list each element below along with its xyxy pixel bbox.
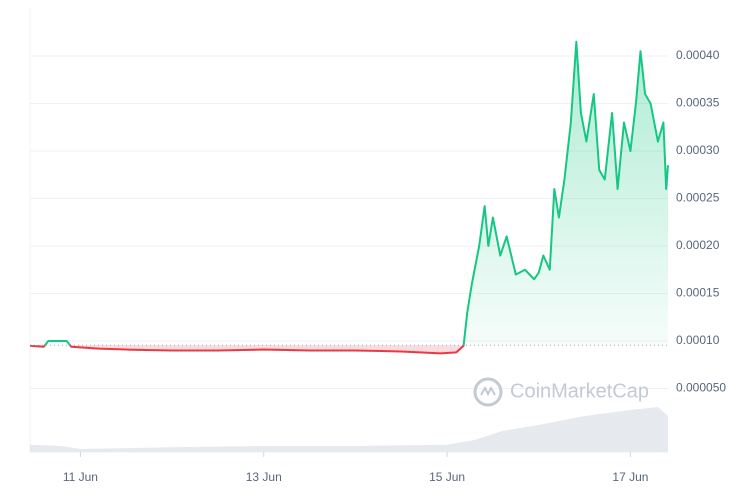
- y-tick-label: 0.00035: [676, 96, 720, 110]
- y-tick-label: 0.00030: [676, 143, 720, 157]
- x-tick-label: 11 Jun: [63, 470, 98, 484]
- x-tick-label: 15 Jun: [429, 470, 465, 484]
- y-tick-label: 0.00010: [676, 333, 720, 347]
- y-tick-label: 0.00015: [676, 286, 720, 300]
- line-down: [29, 345, 465, 355]
- area-up: [44, 41, 668, 346]
- y-tick-label: 0.00025: [676, 191, 720, 205]
- y-tick-label: 0.00040: [676, 48, 720, 62]
- volume-area: [30, 407, 668, 452]
- area-down: [30, 345, 668, 354]
- watermark: CoinMarketCap: [510, 380, 649, 402]
- y-tick-label: 0.00020: [676, 238, 720, 252]
- y-tick-label: 0.000050: [676, 381, 726, 395]
- x-tick-label: 13 Jun: [246, 470, 282, 484]
- watermark-logo-mark: [480, 385, 496, 397]
- x-tick-label: 17 Jun: [612, 470, 648, 484]
- watermark-logo: [473, 377, 503, 407]
- line-up: [30, 40, 669, 346]
